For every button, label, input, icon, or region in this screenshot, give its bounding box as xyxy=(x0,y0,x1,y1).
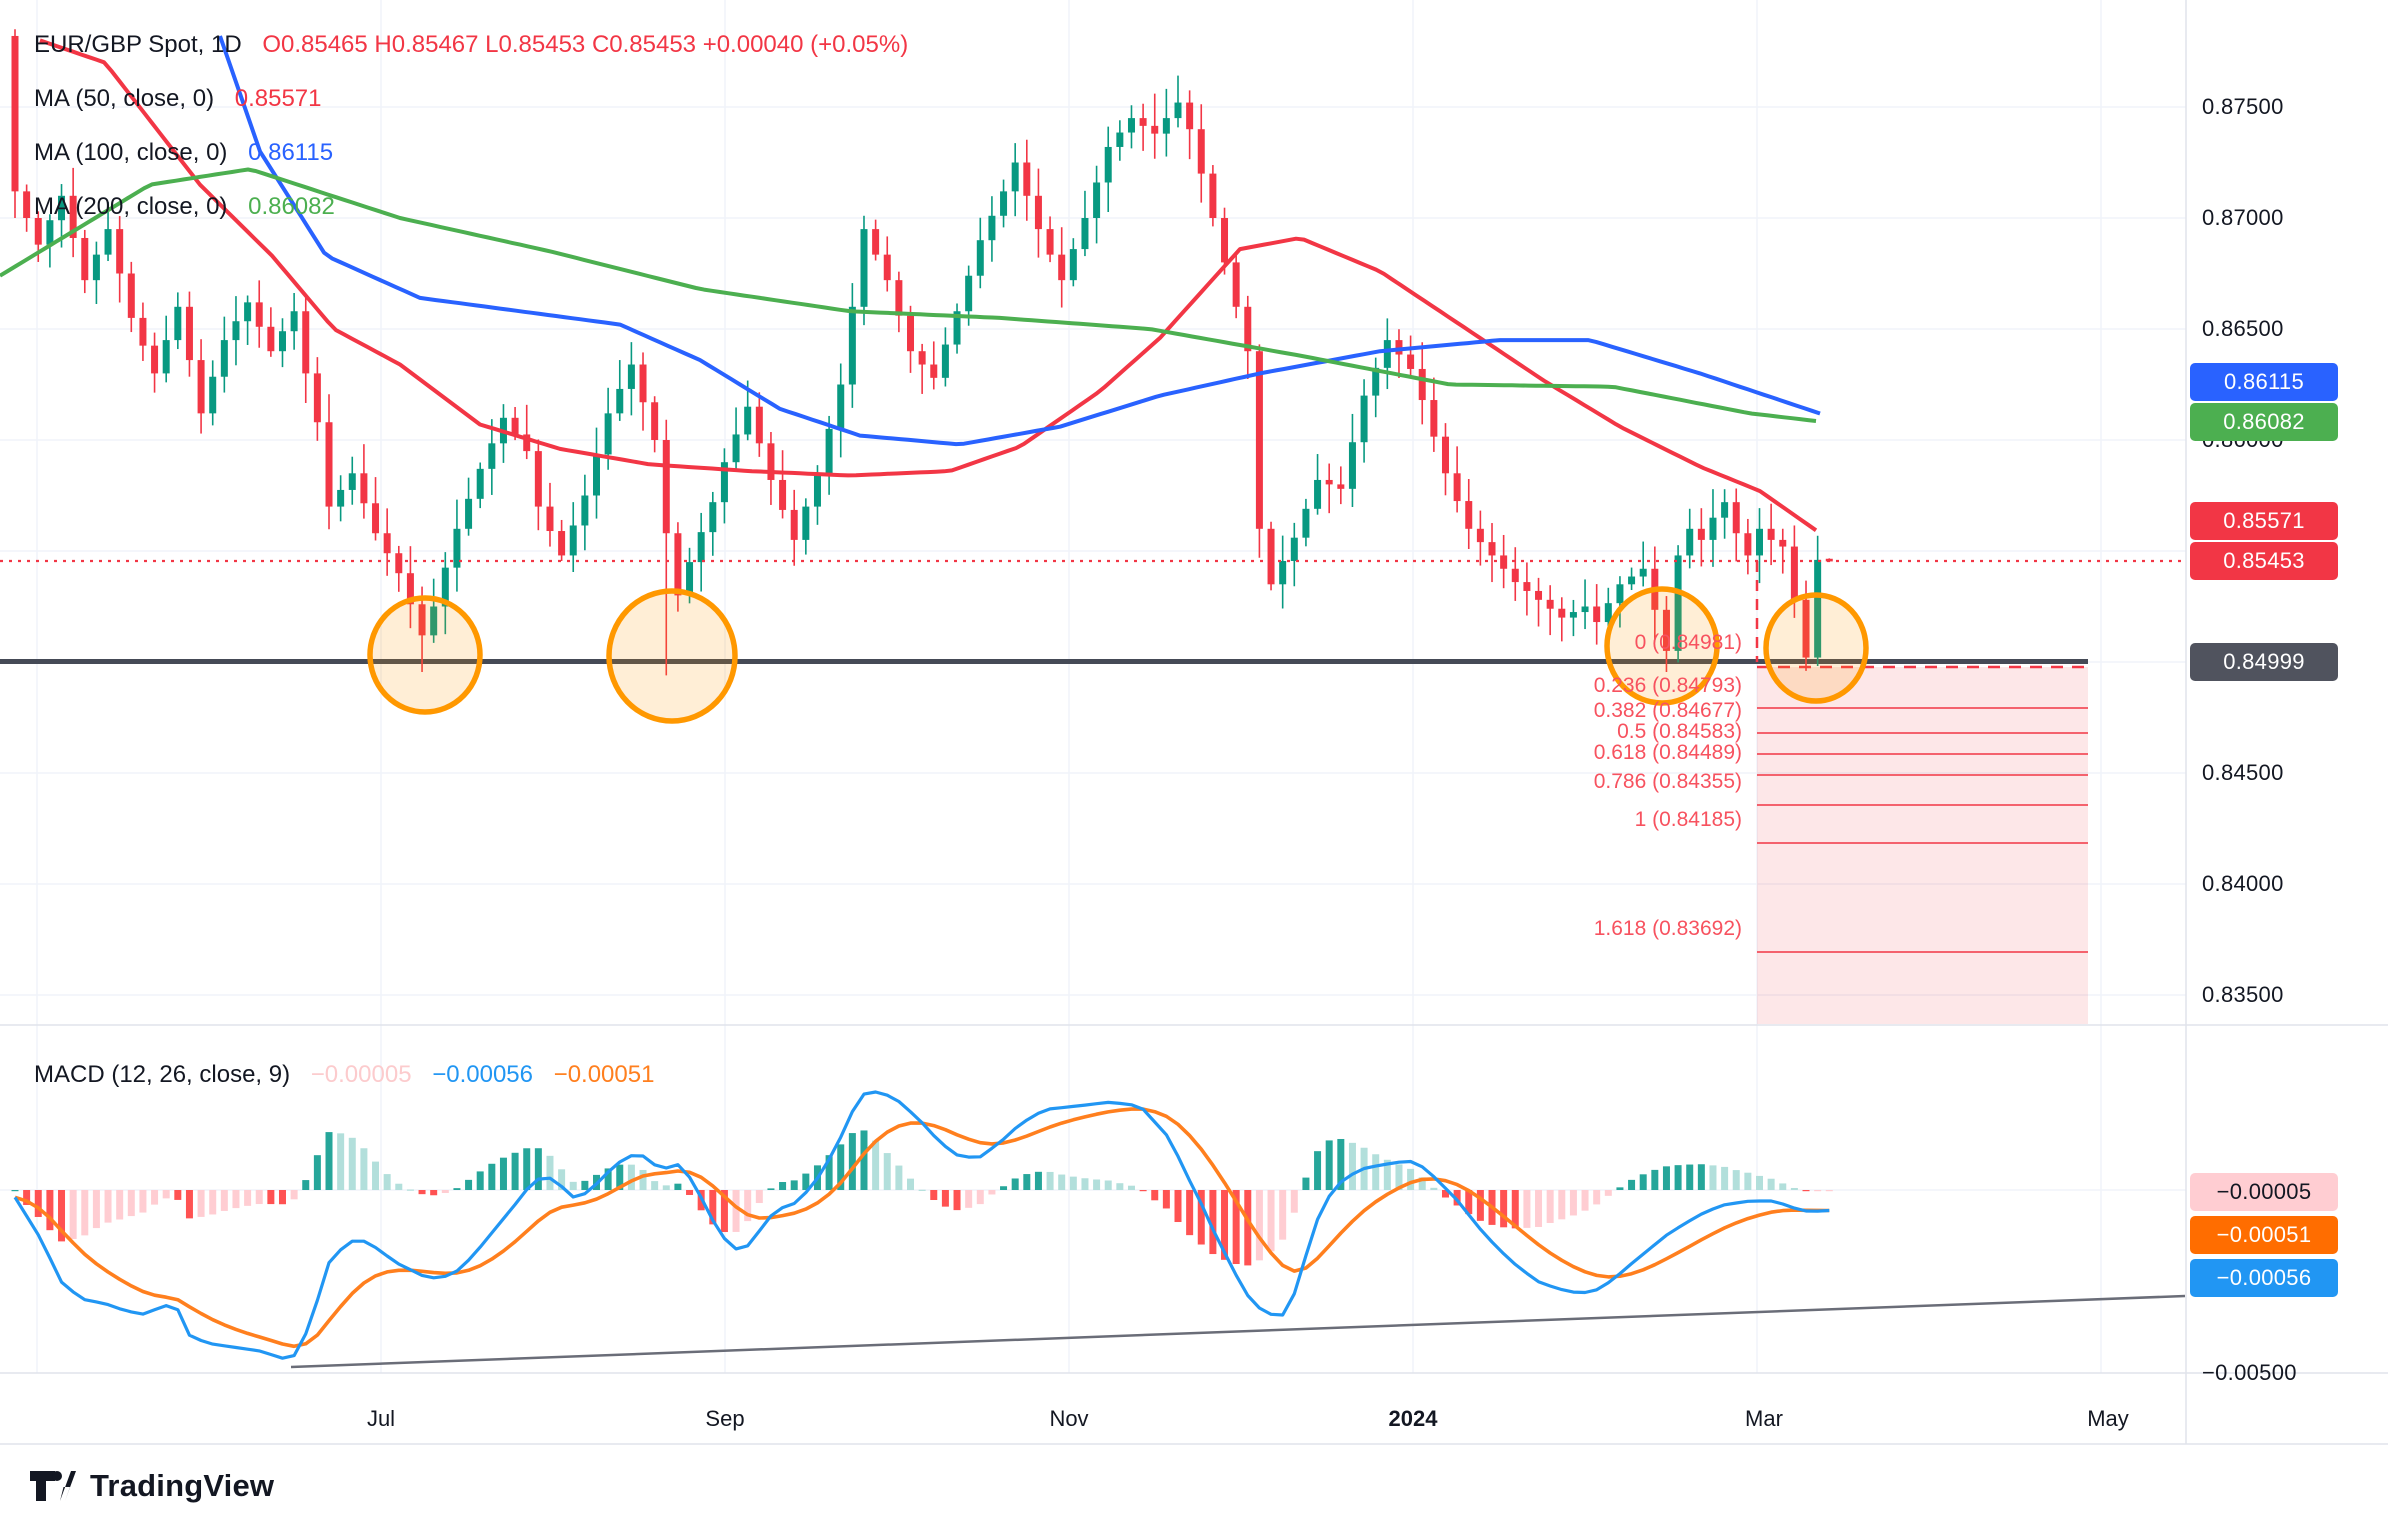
axis-tick-0.87500: 0.87500 xyxy=(2202,94,2284,119)
ma200-row: MA (200, close, 0) 0.86082 xyxy=(34,180,908,234)
symbol-ohlc-row: EUR/GBP Spot, 1D O0.85465 H0.85467 L0.85… xyxy=(34,18,908,72)
time-label-Nov: Nov xyxy=(1049,1406,1089,1431)
price-badge-0.85453: 0.85453 xyxy=(2190,542,2338,580)
highlight-circle-1 xyxy=(367,595,483,715)
fib-label-0.618: 0.618 (0.84489) xyxy=(1593,741,1742,764)
axis-tick-0.84000: 0.84000 xyxy=(2202,871,2284,896)
macd-legend: MACD (12, 26, close, 9) −0.00005 −0.0005… xyxy=(34,1048,654,1102)
macd-main-line xyxy=(13,1090,1830,1360)
price-badge-0.84999: 0.84999 xyxy=(2190,643,2338,681)
macd-trendline xyxy=(290,1294,2186,1369)
time-label-2024: 2024 xyxy=(1388,1406,1438,1431)
fib-label-0.5: 0.5 (0.84583) xyxy=(1617,720,1742,743)
ma100-value: 0.86115 xyxy=(248,139,334,166)
macd-line-value: −0.00056 xyxy=(432,1061,533,1088)
symbol-title: EUR/GBP Spot, 1D xyxy=(34,31,242,58)
tradingview-logo-icon xyxy=(30,1471,76,1501)
ma200-line xyxy=(0,167,1817,423)
price-legend: EUR/GBP Spot, 1D O0.85465 H0.85467 L0.85… xyxy=(34,18,908,234)
highlight-circle-4 xyxy=(1763,592,1869,704)
price-badge-0.86082: 0.86082 xyxy=(2190,403,2338,441)
ma100-label: MA (100, close, 0) xyxy=(34,139,228,166)
highlight-circle-2 xyxy=(606,588,738,724)
macd-histogram xyxy=(11,1130,1833,1266)
fibonacci-zone xyxy=(1757,665,2088,1024)
time-axis[interactable] xyxy=(0,1373,2388,1444)
tradingview-logo[interactable]: TradingView xyxy=(30,1468,274,1504)
ma50-label: MA (50, close, 0) xyxy=(34,85,215,112)
ma100-row: MA (100, close, 0) 0.86115 xyxy=(34,126,908,180)
ma50-line xyxy=(39,38,1818,532)
price-badge-0.85571: 0.85571 xyxy=(2190,502,2338,540)
fib-label-0.236: 0.236 (0.84793) xyxy=(1593,674,1742,697)
pane-separators xyxy=(0,0,2388,1445)
fib-label-1: 1 (0.84185) xyxy=(1634,808,1742,831)
ma200-label: MA (200, close, 0) xyxy=(34,193,228,220)
highlight-circle-3 xyxy=(1604,586,1720,706)
ma50-value: 0.85571 xyxy=(234,85,322,112)
macd-signal-line xyxy=(14,1107,1830,1349)
ma200-value: 0.86082 xyxy=(248,193,335,220)
price-badge-−0.00056: −0.00056 xyxy=(2190,1259,2338,1297)
price-badge-−0.00005: −0.00005 xyxy=(2190,1173,2338,1211)
ma100-line xyxy=(218,35,1821,447)
axis-tick-0.87000: 0.87000 xyxy=(2202,205,2284,230)
price-badge-−0.00051: −0.00051 xyxy=(2190,1216,2338,1254)
time-label-Jul: Jul xyxy=(366,1406,396,1431)
time-label-May: May xyxy=(2087,1406,2129,1431)
fib-label-0.786: 0.786 (0.84355) xyxy=(1593,770,1742,793)
price-badge-0.86115: 0.86115 xyxy=(2190,363,2338,401)
tradingview-logo-text: TradingView xyxy=(90,1468,275,1503)
time-label-Sep: Sep xyxy=(705,1406,745,1431)
candles xyxy=(11,29,1833,676)
macd-row: MACD (12, 26, close, 9) −0.00005 −0.0005… xyxy=(34,1048,654,1102)
axis-tick-0.83500: 0.83500 xyxy=(2202,982,2284,1007)
macd-hist-value: −0.00005 xyxy=(310,1061,412,1088)
axis-tick-0.84500: 0.84500 xyxy=(2202,760,2284,785)
ma50-row: MA (50, close, 0) 0.85571 xyxy=(34,72,908,126)
axis-tick-0.86500: 0.86500 xyxy=(2202,316,2284,341)
axis-tick-−0.00500: −0.00500 xyxy=(2202,1360,2297,1385)
time-label-Mar: Mar xyxy=(1745,1406,1783,1431)
ohlc-values: O0.85465 H0.85467 L0.85453 C0.85453 +0.0… xyxy=(262,31,909,58)
macd-label: MACD (12, 26, close, 9) xyxy=(34,1061,291,1088)
macd-signal-value: −0.00051 xyxy=(553,1061,655,1088)
fib-label-0.382: 0.382 (0.84677) xyxy=(1593,699,1742,722)
fib-label-1.618: 1.618 (0.83692) xyxy=(1593,917,1742,940)
fib-label-0: 0 (0.84981) xyxy=(1634,631,1742,654)
